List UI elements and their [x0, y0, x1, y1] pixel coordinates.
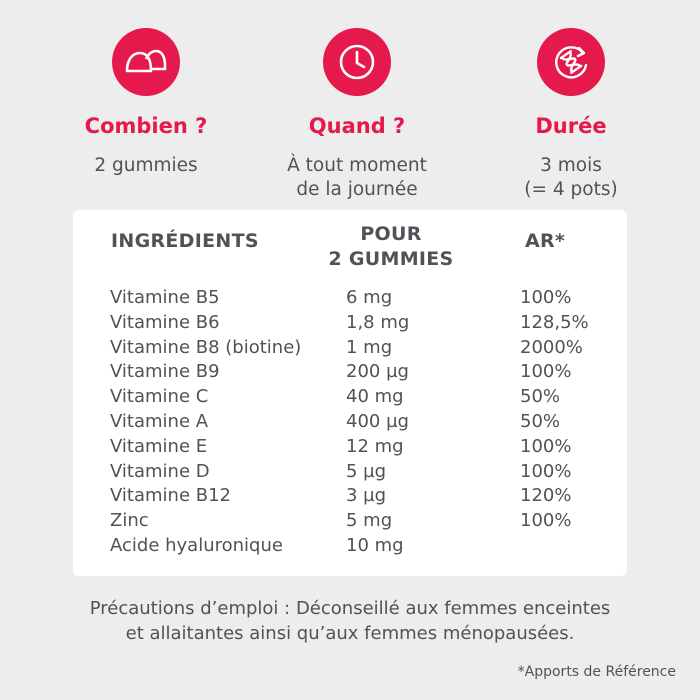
table-row: Vitamine B12 3 µg 120% — [110, 484, 610, 509]
ingredient-ar: 120% — [520, 485, 572, 507]
ingredient-name: Vitamine A — [110, 410, 209, 432]
ingredient-ar: 2000% — [520, 336, 583, 358]
ingredient-ar: 100% — [520, 361, 572, 383]
info-text: 2 gummies — [36, 154, 256, 178]
ingredient-ar: 100% — [520, 287, 572, 308]
ingredient-ar: 128,5% — [520, 311, 589, 333]
table-row: Vitamine D 5 µg 100% — [110, 460, 610, 485]
precautions-line: Précautions d’emploi : Déconseillé aux f… — [89, 598, 611, 619]
info-text: À tout moment de la journée — [247, 154, 467, 202]
table-row: Vitamine E 12 mg 100% — [110, 435, 610, 460]
table-row: Vitamine B6 1,8 mg 128,5% — [110, 311, 610, 336]
header-pour-line1: POUR — [360, 223, 422, 245]
ingredient-ar: 100% — [520, 510, 572, 532]
header-pour: POUR 2 GUMMIES — [311, 222, 471, 272]
table-row: Vitamine C 40 mg 50% — [110, 385, 610, 410]
gummies-icon — [112, 28, 180, 96]
ingredient-ar: 100% — [520, 460, 572, 482]
info-line: 3 mois — [540, 155, 602, 176]
info-title: Combien ? — [84, 114, 208, 138]
clock-icon — [323, 28, 391, 96]
footnote: *Apports de Référence — [517, 664, 676, 680]
ingredient-name: Vitamine B5 — [110, 287, 220, 308]
info-line: À tout moment — [287, 155, 427, 176]
info-text: 3 mois (= 4 pots) — [461, 154, 681, 202]
ingredient-qty: 1,8 mg — [346, 311, 410, 333]
info-column-duration: Durée 3 mois (= 4 pots) — [461, 0, 681, 202]
ingredient-ar: 50% — [520, 410, 561, 432]
ingredient-qty: 40 mg — [346, 386, 404, 408]
ingredient-qty: 1 mg — [346, 336, 393, 358]
ingredient-qty: 3 µg — [346, 485, 387, 507]
info-title: Durée — [535, 114, 607, 138]
info-column-when: Quand ? À tout moment de la journée — [247, 0, 467, 202]
table-row: Vitamine B9 200 µg 100% — [110, 360, 610, 385]
ingredient-name: Zinc — [110, 510, 149, 532]
table-row: Vitamine A 400 µg 50% — [110, 410, 610, 435]
ingredient-qty: 5 µg — [346, 460, 387, 482]
precautions-line: et allaitantes ainsi qu’aux femmes ménop… — [125, 623, 575, 644]
table-row: Vitamine B8 (biotine) 1 mg 2000% — [110, 336, 610, 361]
header-ingredients: INGRÉDIENTS — [111, 230, 259, 252]
ingredient-name: Vitamine B9 — [110, 361, 220, 383]
header-pour-line2: 2 GUMMIES — [328, 248, 454, 270]
table-body: Vitamine B5 6 mg 100% Vitamine B6 1,8 mg 128… — [110, 286, 610, 559]
info-line: de la journée — [296, 179, 418, 200]
ingredient-ar: 50% — [520, 386, 561, 408]
info-column-quantity: Combien ? 2 gummies — [36, 0, 256, 178]
ingredient-name: Vitamine B6 — [110, 311, 220, 333]
header-ar: AR* — [525, 230, 566, 252]
info-line: 2 gummies — [94, 155, 198, 176]
ingredient-name: Vitamine B8 (biotine) — [110, 336, 302, 358]
ingredient-qty: 10 mg — [346, 534, 404, 556]
ingredient-name: Vitamine D — [110, 460, 210, 482]
ingredient-qty: 6 mg — [346, 287, 393, 308]
precautions-text: Précautions d’emploi : Déconseillé aux f… — [0, 596, 700, 646]
ingredient-qty: 200 µg — [346, 361, 409, 383]
info-line: (= 4 pots) — [524, 179, 618, 200]
table-row: Zinc 5 mg 100% — [110, 509, 610, 534]
ingredient-name: Vitamine C — [110, 386, 209, 408]
ingredient-ar: 100% — [520, 435, 572, 457]
ingredients-table: INGRÉDIENTS POUR 2 GUMMIES AR* Vitamine … — [73, 210, 627, 576]
ingredient-qty: 12 mg — [346, 435, 404, 457]
ingredient-qty: 400 µg — [346, 410, 409, 432]
info-title: Quand ? — [308, 114, 406, 138]
ingredient-name: Vitamine B12 — [110, 485, 231, 507]
table-row: Acide hyaluronique 10 mg — [110, 534, 610, 559]
ingredient-name: Vitamine E — [110, 435, 208, 457]
hourglass-icon — [537, 28, 605, 96]
table-row: Vitamine B5 6 mg 100% — [110, 286, 610, 311]
ingredient-qty: 5 mg — [346, 510, 393, 532]
ingredient-name: Acide hyaluronique — [110, 534, 283, 556]
